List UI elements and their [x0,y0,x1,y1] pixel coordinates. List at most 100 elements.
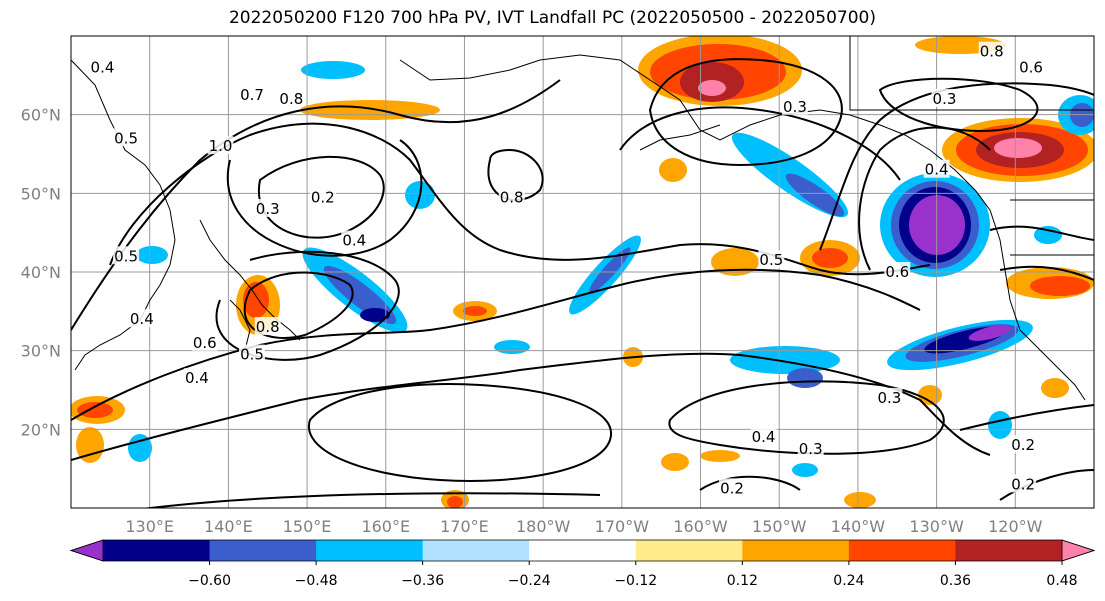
lon-tick-label: 160°E [361,517,410,536]
contour-label-bg [341,230,368,249]
colorbar-outline [69,539,1096,562]
contour-label-bg [89,57,116,76]
contour-label: 0.5 [114,247,138,265]
contour-label: 0.8 [256,318,280,336]
contour-label: 0.2 [720,479,744,497]
contour-label-bg [309,187,336,206]
contour-label-bg [128,309,155,328]
colorbar-tick-label: 0.36 [940,573,971,589]
contour-label-bg [254,317,281,336]
colorbar-extend-max [1061,539,1096,562]
contour-label: 0.5 [240,346,264,364]
lon-tick-label: 130°W [909,517,964,536]
contour-label-bg [278,88,305,107]
plot-title: 2022050200 F120 700 hPa PV, IVT Landfall… [228,8,876,28]
contour-label: 0.2 [311,188,335,206]
latitude-labels: 60°N 50°N 40°N 30°N 20°N [21,106,61,440]
contour-label-bg [884,262,911,280]
contour-label: 0.4 [925,161,949,179]
contour-label-bg [1010,435,1037,454]
lat-tick-label: 50°N [21,184,61,203]
contour-label-bg [238,85,265,103]
contour-label: 0.5 [114,129,138,147]
lon-tick-label: 170°E [440,517,489,536]
colorbar-tick-label: −0.36 [401,573,444,589]
contour-label: 0.8 [500,188,524,206]
colorbar-swatch [422,540,530,561]
contour-label: 0.6 [1019,58,1043,76]
colorbar-swatch [848,540,956,561]
lon-tick-label: 180°W [516,517,571,536]
colorbar-swatch [209,540,317,561]
colorbar-swatch [742,540,850,561]
pv-contours [71,58,1094,508]
contour-label-bg [113,128,140,147]
contour-label: 0.4 [130,310,154,328]
colorbar-tick-label: 0.12 [727,573,758,589]
lon-tick-label: 160°W [673,517,728,536]
contour-label: 0.4 [185,369,209,387]
contour-label: 0.3 [783,98,807,116]
contour-label-bg [254,199,281,218]
colorbar-tick-label: −0.48 [295,573,338,589]
contour-label-bg [183,368,210,387]
contour-label-bg [207,136,234,155]
contour-label-bg [781,96,808,115]
contour-label: 0.3 [256,200,280,218]
contour-label-bg [113,246,140,265]
contour-label: 0.4 [342,232,366,250]
contour-label-bg [931,88,958,107]
contour-label-bg [750,427,777,446]
contour-label: 0.2 [1011,436,1035,454]
contour-label: 0.8 [279,90,303,108]
lon-tick-label: 150°E [283,517,332,536]
colorbar-tick-label: 0.24 [833,573,864,589]
colorbar [69,539,1096,562]
lon-tick-label: 140°W [831,517,886,536]
lat-tick-label: 20°N [21,420,61,439]
contour-label-bg [923,159,950,178]
contour-label: 0.7 [240,86,264,104]
lon-tick-label: 150°W [752,517,807,536]
contour-label: 0.4 [752,428,776,446]
shaded-features [71,36,1094,508]
lon-tick-label: 120°W [988,517,1043,536]
colorbar-extend-min [69,539,104,562]
lat-tick-label: 40°N [21,263,61,282]
contour-label: 0.6 [193,334,217,352]
colorbar-tick-labels: −0.60 −0.48 −0.36 −0.24 −0.12 0.12 0.24 0.36 0.4… [188,561,1078,589]
contour-label-bg [498,187,525,206]
graticule [71,36,1094,508]
colorbar-tick-label: −0.24 [508,573,551,589]
map-area: 0.4 0.5 0.7 0.8 1.0 0.3 0.2 0.4 0.8 0.5 0.4 0.6 0.8 0… [71,36,1094,508]
colorbar-tick-label: −0.12 [614,573,657,589]
longitude-labels: 130°E 140°E 150°E 160°E 170°E 180°W 170°W 160°W… [125,517,1042,536]
colorbar-swatch [635,540,743,561]
contour-label: 1.0 [209,137,233,155]
lon-tick-label: 170°W [595,517,650,536]
contour-label-bg [1010,474,1037,493]
lat-tick-label: 30°N [21,342,61,361]
contour-label-bg [191,332,218,351]
contour-label: 0.8 [980,43,1004,61]
colorbar-tick-label: 0.48 [1046,573,1077,589]
contour-label-bg [876,387,903,406]
contour-label: 0.3 [799,440,823,458]
contour-label-bg [1018,57,1045,76]
contour-label: 0.4 [91,58,115,76]
contour-label-bg [797,439,824,457]
colorbar-swatch [955,540,1063,561]
contour-label-bg [238,344,265,363]
contour-label-bg [758,250,785,269]
contour-label: 0.5 [759,251,783,269]
contour-label: 0.6 [885,263,909,281]
contour-label: 0.3 [877,389,901,407]
contour-label: 0.2 [1011,475,1035,493]
lon-tick-label: 130°E [125,517,174,536]
map-frame [70,35,1095,509]
colorbar-swatch [103,540,211,561]
contour-labels: 0.4 0.5 0.7 0.8 1.0 0.3 0.2 0.4 0.8 0.5 0.4 0.6 0.8 0… [89,41,1045,497]
lat-tick-label: 60°N [21,106,61,125]
lon-tick-label: 140°E [204,517,253,536]
